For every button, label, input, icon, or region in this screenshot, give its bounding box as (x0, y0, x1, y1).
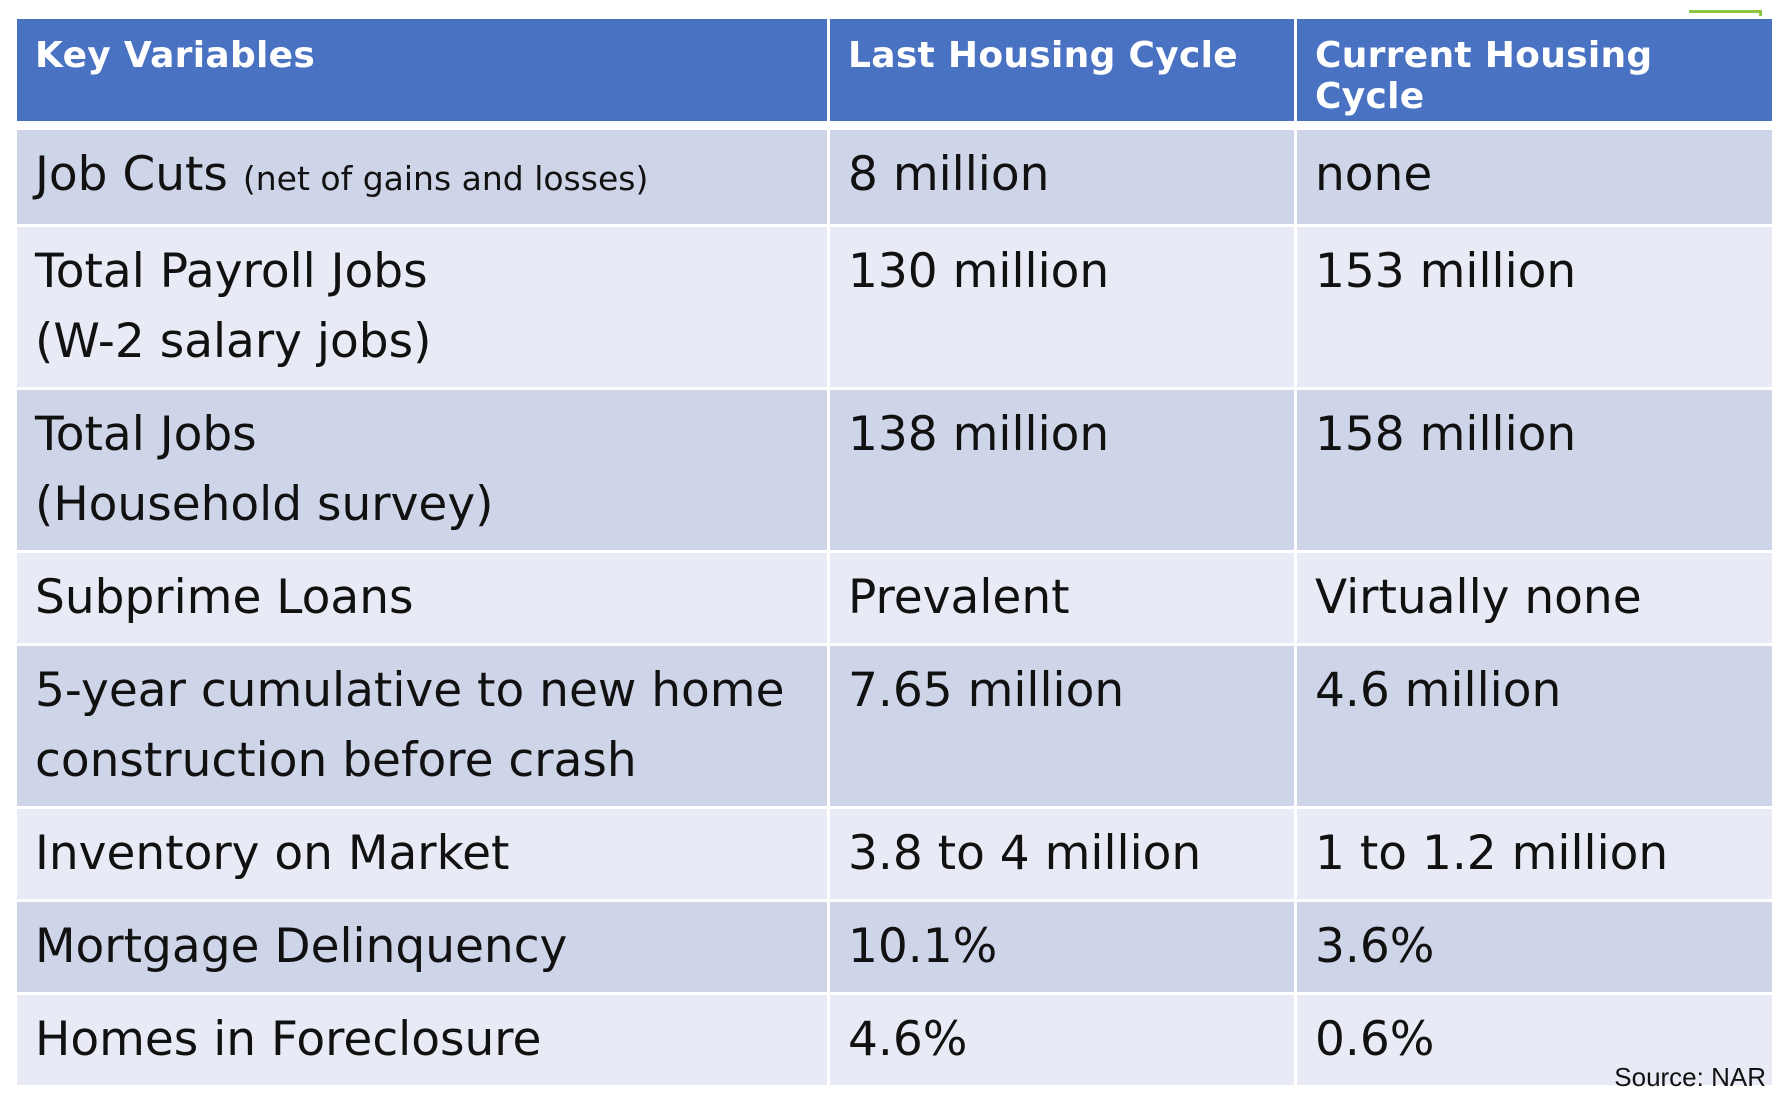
comparison-table-container: Key Variables Last Housing Cycle Current… (14, 16, 1775, 1088)
current-cycle-value: 153 million (1294, 224, 1775, 390)
current-cycle-value: 158 million (1294, 387, 1775, 553)
housing-cycle-comparison-table: Key Variables Last Housing Cycle Current… (14, 16, 1775, 1088)
last-cycle-value: 3.8 to 4 million (827, 806, 1297, 902)
row-label: Total Payroll Jobs (35, 244, 428, 299)
row-label-cell: 5-year cumulative to new home constructio… (14, 643, 830, 809)
row-label: 5-year cumulative to new home (35, 663, 785, 718)
row-label: Mortgage Delinquency (14, 899, 830, 995)
current-cycle-value: 0.6% (1294, 992, 1775, 1088)
current-cycle-value: Virtually none (1294, 550, 1775, 646)
table-row-new-home-construction: 5-year cumulative to new home constructio… (14, 643, 1775, 809)
table-row-total-payroll-jobs: Total Payroll Jobs (W-2 salary jobs) 130 … (14, 224, 1775, 390)
row-label-line-2: construction before crash (35, 733, 637, 788)
table-row-subprime-loans: Subprime Loans Prevalent Virtually none (14, 550, 1775, 646)
row-label: Homes in Foreclosure (14, 992, 830, 1088)
row-label: Subprime Loans (14, 550, 830, 646)
row-label-cell: Total Jobs (Household survey) (14, 387, 830, 553)
last-cycle-value: 7.65 million (827, 643, 1297, 809)
row-label-note: (net of gains and losses) (242, 159, 649, 198)
last-cycle-value: 138 million (827, 387, 1297, 553)
header-current-housing-cycle: Current Housing Cycle (1294, 16, 1775, 130)
current-cycle-value: 4.6 million (1294, 643, 1775, 809)
row-label: Job Cuts (35, 147, 228, 202)
row-label-line-2: (W-2 salary jobs) (35, 314, 432, 369)
table-row-mortgage-delinquency: Mortgage Delinquency 10.1% 3.6% (14, 899, 1775, 995)
last-cycle-value: 10.1% (827, 899, 1297, 995)
last-cycle-value: 4.6% (827, 992, 1297, 1088)
table-row-inventory-on-market: Inventory on Market 3.8 to 4 million 1 t… (14, 806, 1775, 902)
row-label-cell: Total Payroll Jobs (W-2 salary jobs) (14, 224, 830, 390)
header-key-variables: Key Variables (14, 16, 830, 130)
last-cycle-value: Prevalent (827, 550, 1297, 646)
table-row-homes-in-foreclosure: Homes in Foreclosure 4.6% 0.6% (14, 992, 1775, 1088)
current-cycle-value: none (1294, 124, 1775, 227)
row-label-line-2: (Household survey) (35, 477, 494, 532)
source-citation: Source: NAR (1614, 1062, 1766, 1092)
last-cycle-value: 130 million (827, 224, 1297, 390)
current-cycle-value: 3.6% (1294, 899, 1775, 995)
table-row-job-cuts: Job Cuts (net of gains and losses) 8 mil… (14, 124, 1775, 227)
table-row-total-jobs: Total Jobs (Household survey) 138 million… (14, 387, 1775, 553)
row-label: Inventory on Market (14, 806, 830, 902)
table-header-row: Key Variables Last Housing Cycle Current… (14, 16, 1775, 130)
row-label: Total Jobs (35, 407, 257, 462)
current-cycle-value: 1 to 1.2 million (1294, 806, 1775, 902)
last-cycle-value: 8 million (827, 124, 1297, 227)
row-label-cell: Job Cuts (net of gains and losses) (14, 124, 830, 227)
header-last-housing-cycle: Last Housing Cycle (827, 16, 1297, 130)
